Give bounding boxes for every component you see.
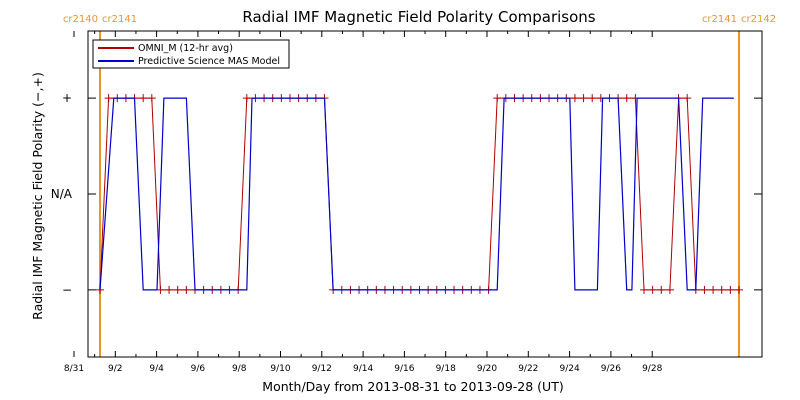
data-point-marker: [726, 285, 735, 294]
x-tick-label: 9/16: [394, 364, 414, 374]
x-tick-label: 9/22: [518, 364, 538, 374]
y-axis-label: Radial IMF Magnetic Field Polarity (−,+): [30, 72, 45, 320]
data-point-marker: [683, 94, 692, 103]
data-point-marker: [579, 94, 588, 103]
data-point-marker: [700, 285, 709, 294]
legend: OMNI_M (12-hr avg) Predictive Science MA…: [92, 39, 290, 69]
data-point-marker: [640, 285, 649, 294]
x-tick-label: 9/14: [353, 364, 373, 374]
series-layer: [96, 94, 743, 294]
legend-box: [92, 39, 290, 69]
data-point-marker: [165, 285, 174, 294]
x-tick-label: 9/2: [108, 364, 122, 374]
cr-label-left: cr2140: [63, 14, 98, 25]
legend-label-mas: Predictive Science MAS Model: [138, 56, 280, 67]
x-tick-label: 9/26: [601, 364, 621, 374]
cr-label-right: cr2142: [741, 14, 776, 25]
data-point-marker: [242, 94, 251, 103]
x-tick-label: 9/8: [232, 364, 247, 374]
legend-label-omni: OMNI_M (12-hr avg): [138, 43, 233, 54]
data-point-marker: [147, 94, 156, 103]
x-tick-label: 9/18: [436, 364, 456, 374]
y-tick-label: −: [62, 283, 72, 297]
data-point-marker: [735, 285, 743, 294]
x-axis-label: Month/Day from 2013-08-31 to 2013-09-28 …: [262, 379, 563, 394]
x-tick-label: 9/6: [191, 364, 206, 374]
plot-area-frame: [87, 30, 763, 358]
x-tick-label: 9/20: [477, 364, 497, 374]
x-tick-label: 8/31: [64, 364, 84, 374]
data-point-marker: [139, 94, 148, 103]
chart-title: Radial IMF Magnetic Field Polarity Compa…: [242, 8, 595, 26]
carrington-rotation-layer: cr2140 cr2141 cr2141 cr2142: [63, 14, 776, 357]
data-point-marker: [173, 285, 182, 294]
data-point-marker: [709, 285, 718, 294]
data-point-marker: [570, 94, 579, 103]
data-point-marker: [182, 285, 191, 294]
x-tick-label: 9/28: [642, 364, 662, 374]
data-point-marker: [588, 94, 597, 103]
data-point-marker: [104, 94, 113, 103]
data-point-marker: [622, 94, 631, 103]
y-axis: − N/A +: [51, 91, 762, 297]
data-point-marker: [665, 285, 674, 294]
cr-label-right: cr2141: [102, 14, 137, 25]
cr-label-left: cr2141: [702, 14, 737, 25]
data-point-marker: [717, 285, 726, 294]
y-tick-label: +: [62, 91, 72, 105]
series-line-mas: [99, 97, 734, 291]
x-tick-label: 9/10: [270, 364, 290, 374]
series-line-omni: [99, 97, 739, 291]
x-tick-label: 9/24: [559, 364, 579, 374]
y-tick-label: N/A: [51, 187, 73, 201]
data-point-marker: [493, 94, 502, 103]
data-point-marker: [648, 285, 657, 294]
x-tick-label: 9/12: [312, 364, 332, 374]
x-axis: 8/31 9/2 9/4 9/6 9/8 9/10 9/12 9/14 9/16 9/18 9/20…: [64, 31, 663, 374]
data-point-marker: [657, 285, 666, 294]
x-tick-label: 9/4: [149, 364, 164, 374]
data-point-marker: [156, 285, 165, 294]
